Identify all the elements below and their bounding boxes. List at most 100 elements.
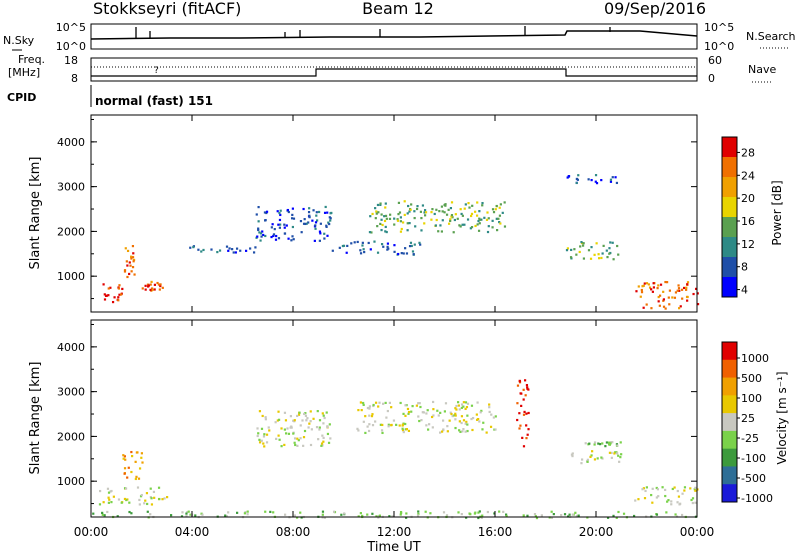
echo-cell [427,428,430,431]
echo-cell [527,411,530,415]
nsky-trace [90,30,698,40]
echo-cell [443,203,446,207]
echo-cell [437,230,440,233]
echo-cell [110,501,113,504]
echo-cell [651,501,654,504]
echo-cell [655,486,658,490]
echo-cell [246,510,249,513]
power-colorbar: 28 24 20 16 12 8 4 [721,136,755,298]
velocity-colorbar: 1000 500 100 25 -25 -100 -500 -1000 [721,341,773,505]
echo-cell [287,210,290,214]
echo-cell [404,428,407,431]
echo-cell [321,412,324,415]
echo-cell [407,412,410,415]
echo-cell [520,404,523,408]
echo-cell [161,498,164,501]
echo-cell [138,467,142,470]
echo-cell [464,401,468,404]
echo-cell [466,402,470,405]
x-tick-label: 20:00 [579,525,614,539]
echo-cell [413,210,416,213]
echo-cell [277,410,280,413]
echo-cell [581,458,584,461]
echo-cell [465,516,468,519]
echo-cell [307,426,310,429]
echo-cell [300,231,303,234]
echo-cell [487,217,490,220]
echo-cell [470,404,474,407]
echo-cell [662,298,666,301]
echo-cell [257,205,260,209]
echo-cell [502,510,505,513]
echo-cell [571,452,574,455]
echo-cell [604,445,607,448]
echo-cell [257,220,260,223]
echo-cell [418,241,421,244]
echo-cell [269,510,272,513]
echo-cell [200,250,203,253]
echo-cell [499,222,502,225]
echo-cell [149,513,152,516]
echo-cell [637,498,640,501]
echo-cell [406,222,409,225]
echo-cell [416,514,420,517]
echo-cell [642,306,645,309]
echo-cell [380,213,383,216]
echo-cell [516,384,520,387]
echo-cell [452,231,455,234]
echo-cell [577,174,580,177]
colorbar-tick-label: 24 [741,169,755,182]
echo-cell [375,515,378,518]
echo-cell [431,208,434,211]
echo-cell [608,451,612,454]
echo-cell [584,442,587,445]
echo-cell [272,234,275,238]
echo-cell [243,512,246,515]
echo-cell [670,500,673,503]
freq-unit: [MHz] [8,66,40,79]
echo-cell [612,258,615,261]
echo-cell [460,421,463,425]
echo-cell [615,181,619,185]
echo-cell [388,401,391,404]
echo-cell [618,460,621,463]
echo-cell [439,224,442,227]
echo-cell [279,223,282,226]
echo-cell [614,176,617,179]
echo-cell [475,413,478,416]
echo-cell [132,260,135,263]
echo-cell [671,296,674,299]
echo-cell [471,428,474,432]
echo-cell [431,426,434,429]
echo-cell [369,215,372,218]
echo-cell [366,406,370,410]
echo-cell [130,512,133,515]
echo-cell [379,423,382,426]
echo-cell [368,231,372,234]
echo-cell [123,467,127,470]
echo-cell [692,292,695,296]
echo-cell [424,510,427,513]
echo-cell [574,511,577,514]
echo-cell [616,452,619,455]
echo-cell [387,247,390,250]
echo-cell [455,408,458,411]
nave-label: Nave [748,63,776,76]
echo-cell [460,403,464,406]
echo-cell [409,241,413,244]
echo-cell [505,513,508,516]
echo-cell [503,201,506,204]
echo-cell [488,410,491,414]
echo-cell [615,443,619,446]
echo-cell [523,379,527,382]
colorbar-frame [721,136,738,298]
echo-cell [270,235,273,239]
echo-cell [430,211,433,214]
echo-cell [144,499,147,502]
echo-cell [130,450,133,454]
echo-cell [274,421,277,424]
echo-cell [450,214,454,217]
echo-cell [454,407,457,410]
echo-cell [522,388,525,391]
echo-cell [613,452,616,455]
